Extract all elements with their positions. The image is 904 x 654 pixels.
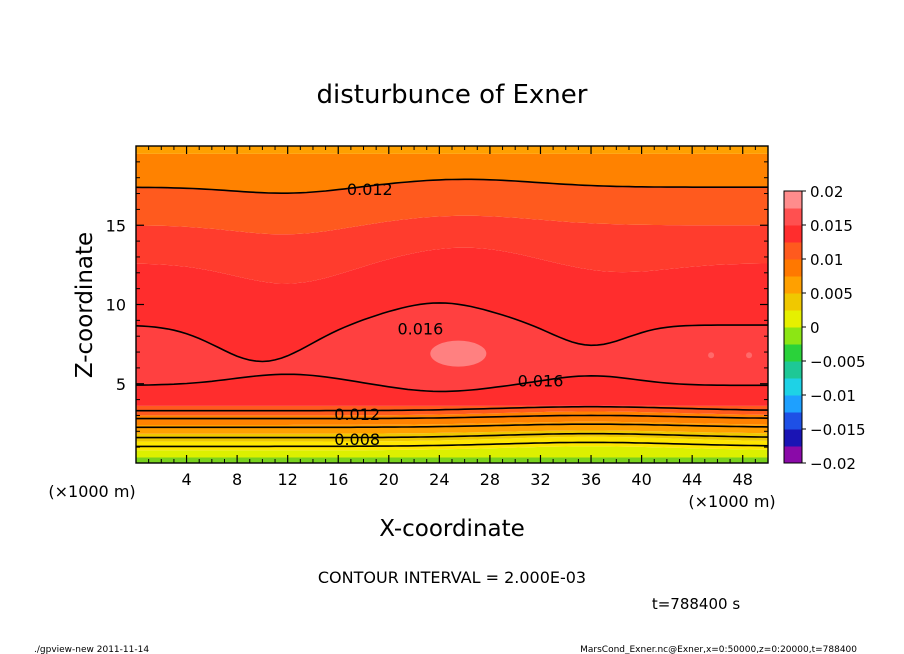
y-tick-label: 10: [106, 296, 126, 315]
x-tick-label: 36: [581, 470, 601, 489]
colorbar-segment: [784, 327, 802, 345]
colorbar-segment: [784, 276, 802, 294]
x-tick-label: 12: [278, 470, 298, 489]
contour-band: [136, 374, 768, 406]
colorbar-segment: [784, 395, 802, 413]
contour-line: [136, 178, 768, 194]
colorbar-label: 0.015: [810, 217, 853, 235]
colorbar-label: −0.01: [810, 387, 856, 405]
y-tick-label: 15: [106, 216, 126, 235]
contour-band: [136, 215, 768, 284]
colorbar-segment: [784, 429, 802, 447]
colorbar-label: 0.01: [810, 251, 843, 269]
contour-max-pocket: [708, 352, 715, 359]
colorbar-label: −0.015: [810, 421, 866, 439]
x-unit-left: (×1000 m): [48, 482, 135, 501]
contour-line: [136, 302, 768, 363]
y-axis-ticks: 5 10 15: [106, 161, 768, 448]
x-tick-label: 20: [379, 470, 399, 489]
colorbar-segment: [784, 191, 802, 209]
x-tick-label: 40: [631, 470, 651, 489]
contour-interval-text: CONTOUR INTERVAL = 2.000E-03: [318, 568, 586, 587]
colorbar-labels: 0.02 0.015 0.01 0.005 0 −0.005 −0.01 −0.015 −0.0…: [802, 183, 866, 473]
contour-line: [136, 373, 768, 393]
contour-label: 0.016: [518, 372, 564, 391]
contour-max-pocket: [746, 352, 753, 359]
colorbar-segment: [784, 259, 802, 277]
footer-left: ./gpview-new 2011-11-14: [34, 645, 149, 654]
contour-label: 0.016: [397, 319, 443, 338]
contour-band: [136, 405, 768, 416]
colorbar: [784, 191, 802, 464]
colorbar-segment: [784, 208, 802, 226]
colorbar-segment: [784, 310, 802, 328]
colorbar-label: 0.02: [810, 183, 843, 201]
colorbar-label: 0.005: [810, 285, 853, 303]
contour-line: [136, 405, 768, 412]
contour-line: [136, 414, 768, 420]
contour-fill-layer: [136, 146, 768, 463]
colorbar-segment: [784, 293, 802, 311]
x-tick-label: 28: [480, 470, 500, 489]
contour-label: 0.008: [334, 430, 380, 449]
colorbar-label: −0.02: [810, 455, 856, 473]
contour-label: 0.012: [347, 180, 393, 199]
colorbar-segment: [784, 378, 802, 396]
time-text: t=788400 s: [652, 595, 740, 613]
contour-band: [136, 153, 768, 194]
x-tick-label: 16: [328, 470, 348, 489]
colorbar-label: 0: [810, 319, 820, 337]
x-axis-ticks: 4 8 12 16 20 24 28 32 36 40 44 48: [148, 146, 756, 489]
colorbar-segment: [784, 412, 802, 430]
colorbar-segment: [784, 446, 802, 464]
contour-max-pocket: [430, 340, 487, 367]
y-axis-label: Z-coordinate: [72, 232, 98, 378]
contour-band: [136, 247, 768, 362]
colorbar-label: −0.005: [810, 353, 866, 371]
colorbar-segment: [784, 242, 802, 260]
x-tick-label: 32: [530, 470, 550, 489]
contour-label-layer: 0.012 0.016 0.016 0.012 0.008: [334, 180, 564, 449]
chart-title: disturbunce of Exner: [317, 80, 588, 110]
x-tick-label: 24: [429, 470, 449, 489]
x-unit-right: (×1000 m): [688, 492, 775, 511]
footer-right: MarsCond_Exner.nc@Exner,x=0:50000,z=0:20…: [580, 645, 857, 654]
x-axis-label: X-coordinate: [379, 516, 525, 542]
colorbar-segment: [784, 225, 802, 243]
contour-band: [136, 446, 768, 458]
x-tick-label: 48: [733, 470, 753, 489]
x-tick-label: 8: [232, 470, 242, 489]
x-tick-label: 44: [682, 470, 702, 489]
contour-label: 0.012: [334, 405, 380, 424]
colorbar-segment: [784, 361, 802, 379]
contour-line: [136, 441, 768, 448]
y-tick-label: 5: [116, 375, 126, 394]
colorbar-segment: [784, 344, 802, 362]
x-tick-label: 4: [181, 470, 191, 489]
contour-line-layer: [136, 178, 768, 448]
contour-line: [136, 432, 768, 439]
contour-line: [136, 423, 768, 429]
